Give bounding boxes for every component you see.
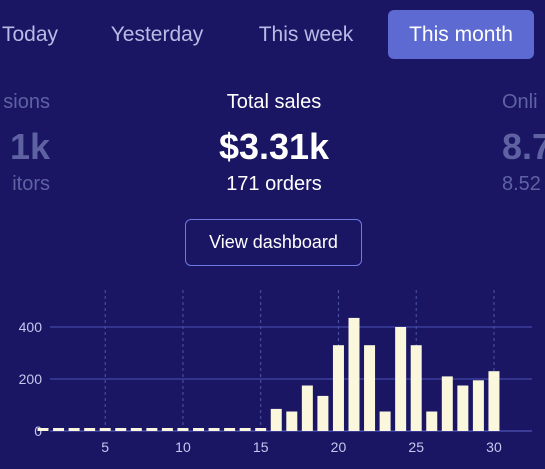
bar	[317, 395, 329, 431]
period-tabs: Today Yesterday This week This month	[0, 0, 545, 70]
x-tick-label: 30	[486, 439, 502, 455]
bar	[472, 380, 484, 431]
tab-this-week[interactable]: This week	[258, 22, 354, 46]
x-tick-label: 15	[253, 439, 269, 455]
bar	[441, 376, 453, 431]
bar	[410, 345, 422, 431]
bar	[224, 428, 236, 431]
bar	[348, 317, 360, 431]
y-tick-label: 400	[19, 319, 43, 335]
x-tick-label: 20	[331, 439, 347, 455]
bar	[395, 327, 407, 431]
stat-subtext: 8.52	[502, 173, 541, 195]
bar	[53, 428, 65, 431]
bar	[239, 428, 251, 431]
stat-label: sions	[3, 91, 50, 113]
stat-card-online[interactable]: Onli 8.7 8.52	[502, 90, 545, 196]
bar	[99, 428, 111, 431]
bar	[177, 428, 189, 431]
bar	[379, 411, 391, 431]
bar	[193, 428, 204, 431]
bar	[286, 411, 298, 431]
x-tick-label: 10	[175, 439, 191, 455]
bar	[426, 411, 438, 431]
stat-label: Onli	[502, 91, 538, 113]
x-tick-label: 25	[408, 439, 424, 455]
bar	[457, 385, 469, 431]
bar	[332, 345, 344, 431]
view-dashboard-button[interactable]: View dashboard	[185, 219, 362, 266]
stat-card-sessions[interactable]: sions 1k itors	[0, 90, 50, 196]
chart-svg: 020040051015202530	[19, 290, 532, 455]
bar	[130, 428, 142, 431]
stat-label: Total sales	[226, 91, 322, 113]
bar	[115, 428, 127, 431]
stat-subtext: itors	[12, 173, 50, 195]
stat-value: $3.31k	[218, 126, 330, 167]
bar	[37, 428, 49, 431]
tab-this-month[interactable]: This month	[388, 10, 534, 59]
bar	[146, 428, 158, 431]
bar	[208, 428, 220, 431]
bar	[68, 428, 80, 431]
tab-today[interactable]: Today	[1, 22, 59, 46]
bar	[364, 345, 376, 431]
stat-value: 8.7	[502, 126, 545, 167]
bar	[161, 428, 173, 431]
y-tick-label: 200	[19, 371, 43, 387]
tab-yesterday[interactable]: Yesterday	[110, 22, 204, 46]
stat-subtext: 171 orders	[226, 173, 322, 195]
bar	[301, 385, 313, 431]
bar	[84, 428, 96, 431]
stat-card-total-sales[interactable]: Total sales $3.31k 171 orders	[146, 90, 402, 196]
bar	[255, 428, 267, 431]
x-tick-label: 5	[101, 439, 109, 455]
stat-value: 1k	[9, 126, 50, 167]
sales-bar-chart: 020040051015202530	[0, 280, 545, 469]
bar	[270, 408, 282, 431]
bar	[488, 371, 500, 431]
